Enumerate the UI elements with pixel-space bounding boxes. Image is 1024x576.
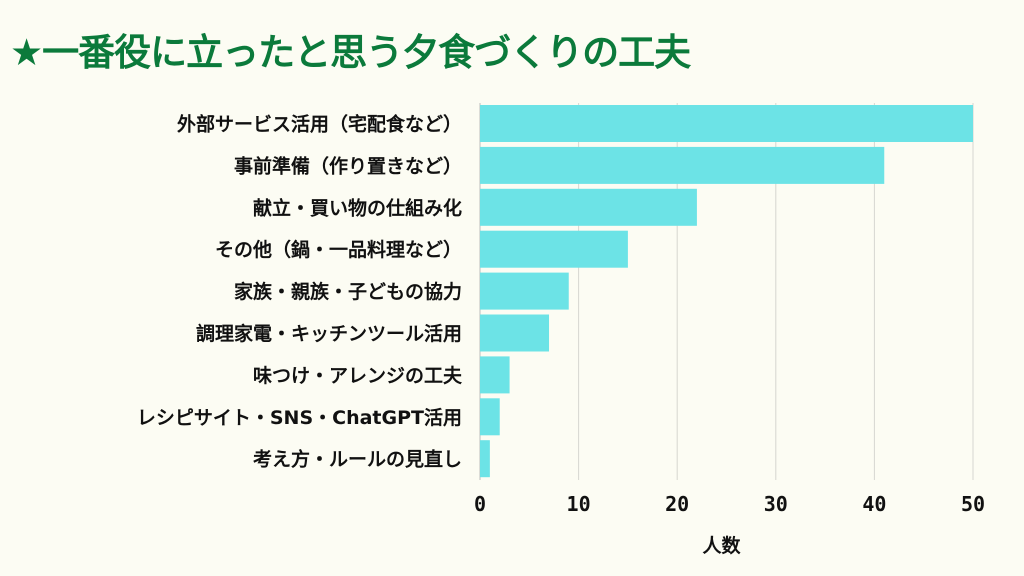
category-label: 家族・親族・子どもの協力 (234, 280, 462, 303)
category-label: 外部サービス活用（宅配食など） (177, 113, 462, 136)
x-tick-label: 30 (764, 492, 788, 516)
category-label: 献立・買い物の仕組み化 (253, 196, 462, 219)
category-label: 調理家電・キッチンツール活用 (196, 322, 462, 345)
bar (480, 440, 490, 478)
bar (480, 230, 628, 268)
category-label: レシピサイト・SNS・ChatGPT活用 (137, 406, 462, 429)
x-tick-label: 0 (474, 492, 486, 516)
bar (480, 314, 550, 352)
bar (480, 146, 885, 184)
bar (480, 188, 697, 226)
category-label: 考え方・ルールの見直し (253, 448, 462, 471)
x-tick-label: 50 (961, 492, 985, 516)
category-label: 事前準備（作り置きなど） (234, 154, 462, 177)
bar (480, 105, 973, 142)
x-tick-label: 10 (567, 492, 591, 516)
bar (480, 356, 510, 394)
bar (480, 398, 500, 436)
x-tick-label: 40 (862, 492, 886, 516)
bar (480, 272, 569, 310)
category-label: その他（鍋・一品料理など） (215, 238, 462, 261)
chart-title: ★一番役に立ったと思う夕食づくりの工夫 (10, 31, 691, 74)
x-axis-label: 人数 (702, 534, 741, 557)
x-tick-label: 20 (665, 492, 689, 516)
category-label: 味つけ・アレンジの工夫 (253, 365, 463, 387)
